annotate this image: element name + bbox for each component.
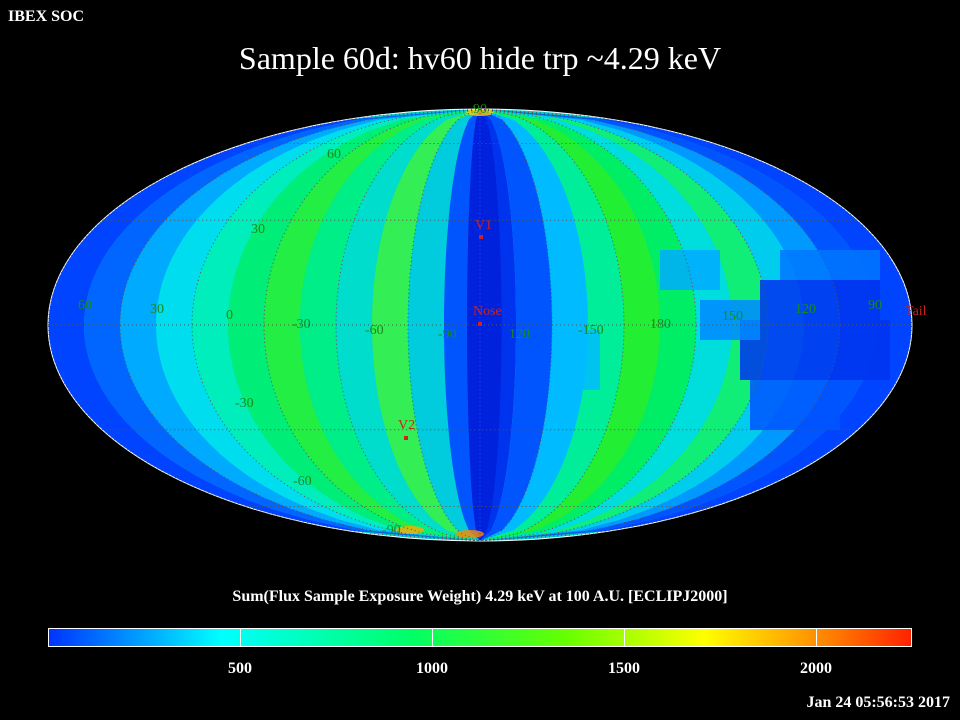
page-title: Sample 60d: hv60 hide trp ~4.29 keV	[238, 40, 722, 76]
low-flux-block	[740, 320, 890, 380]
meridian-line	[479, 109, 697, 541]
lon-label-120-far: 120	[795, 302, 816, 317]
polar-highlight	[396, 526, 424, 534]
polar-highlight	[456, 530, 484, 538]
flux-strip	[372, 109, 480, 541]
flux-strip	[480, 109, 588, 541]
colorbar-label-2000: 2000	[800, 660, 832, 677]
lat-label-60: 60	[327, 147, 341, 162]
meridian-line	[191, 109, 481, 541]
flux-strip	[336, 109, 480, 541]
lon-label-90: 90	[868, 298, 882, 313]
timestamp: Jan 24 05:56:53 2017	[806, 694, 950, 711]
colorbar-tick	[816, 629, 817, 646]
lat-label-90: 90	[473, 102, 487, 117]
colorbar-tick	[432, 629, 433, 646]
colorbar-tick	[240, 629, 241, 646]
lon-label-30: 30	[150, 302, 164, 317]
lat-label-minus30: -30	[235, 396, 254, 411]
low-flux-block	[760, 280, 880, 320]
flux-strip	[300, 109, 480, 541]
flux-strip	[264, 109, 480, 541]
lat-label-30: 30	[251, 222, 265, 237]
lon-label-60: 60	[78, 298, 92, 313]
lon-label-180: 180	[650, 317, 671, 332]
lon-label-minus30: -30	[292, 317, 311, 332]
lon-label-minus150: -150	[578, 323, 604, 338]
colorbar	[48, 628, 912, 647]
meridian-line	[263, 109, 481, 541]
flux-strip	[480, 109, 696, 541]
low-flux-block	[750, 380, 840, 430]
colorbar-label-1500: 1500	[608, 660, 640, 677]
v1-marker	[479, 235, 483, 239]
flux-strip	[480, 109, 732, 541]
map-body	[48, 109, 912, 541]
meridian-line	[479, 109, 769, 541]
v1-label: V1	[475, 218, 492, 233]
colorbar-title: Sum(Flux Sample Exposure Weight) 4.29 ke…	[232, 588, 728, 605]
meridian-line	[479, 109, 553, 541]
flux-strip	[480, 109, 624, 541]
colorbar-tick	[624, 629, 625, 646]
v2-marker	[404, 436, 408, 440]
low-flux-block	[560, 330, 600, 390]
colorbar-label-1000: 1000	[416, 660, 448, 677]
lon-label-minus90: -90	[438, 327, 457, 342]
lon-label-minus60: -60	[365, 323, 384, 338]
v2-label: V2	[398, 418, 415, 433]
lat-label-minus90: -90	[382, 523, 401, 538]
low-flux-block	[660, 250, 720, 290]
lon-label-0: 0	[226, 308, 233, 323]
tail-label: Tail	[905, 304, 927, 319]
lon-label-150: 150	[722, 309, 743, 324]
polar-highlight	[466, 109, 494, 116]
nose-marker	[478, 322, 482, 326]
flux-strip	[228, 109, 480, 541]
corner-label: IBEX SOC	[8, 8, 85, 25]
meridian-line	[407, 109, 481, 541]
colorbar-label-500: 500	[228, 660, 252, 677]
low-flux-block	[700, 300, 760, 340]
lat-label-minus60: -60	[293, 474, 312, 489]
lon-label-120-near: 120	[509, 327, 530, 342]
flux-strip	[480, 109, 660, 541]
nose-label: Nose	[473, 304, 502, 319]
